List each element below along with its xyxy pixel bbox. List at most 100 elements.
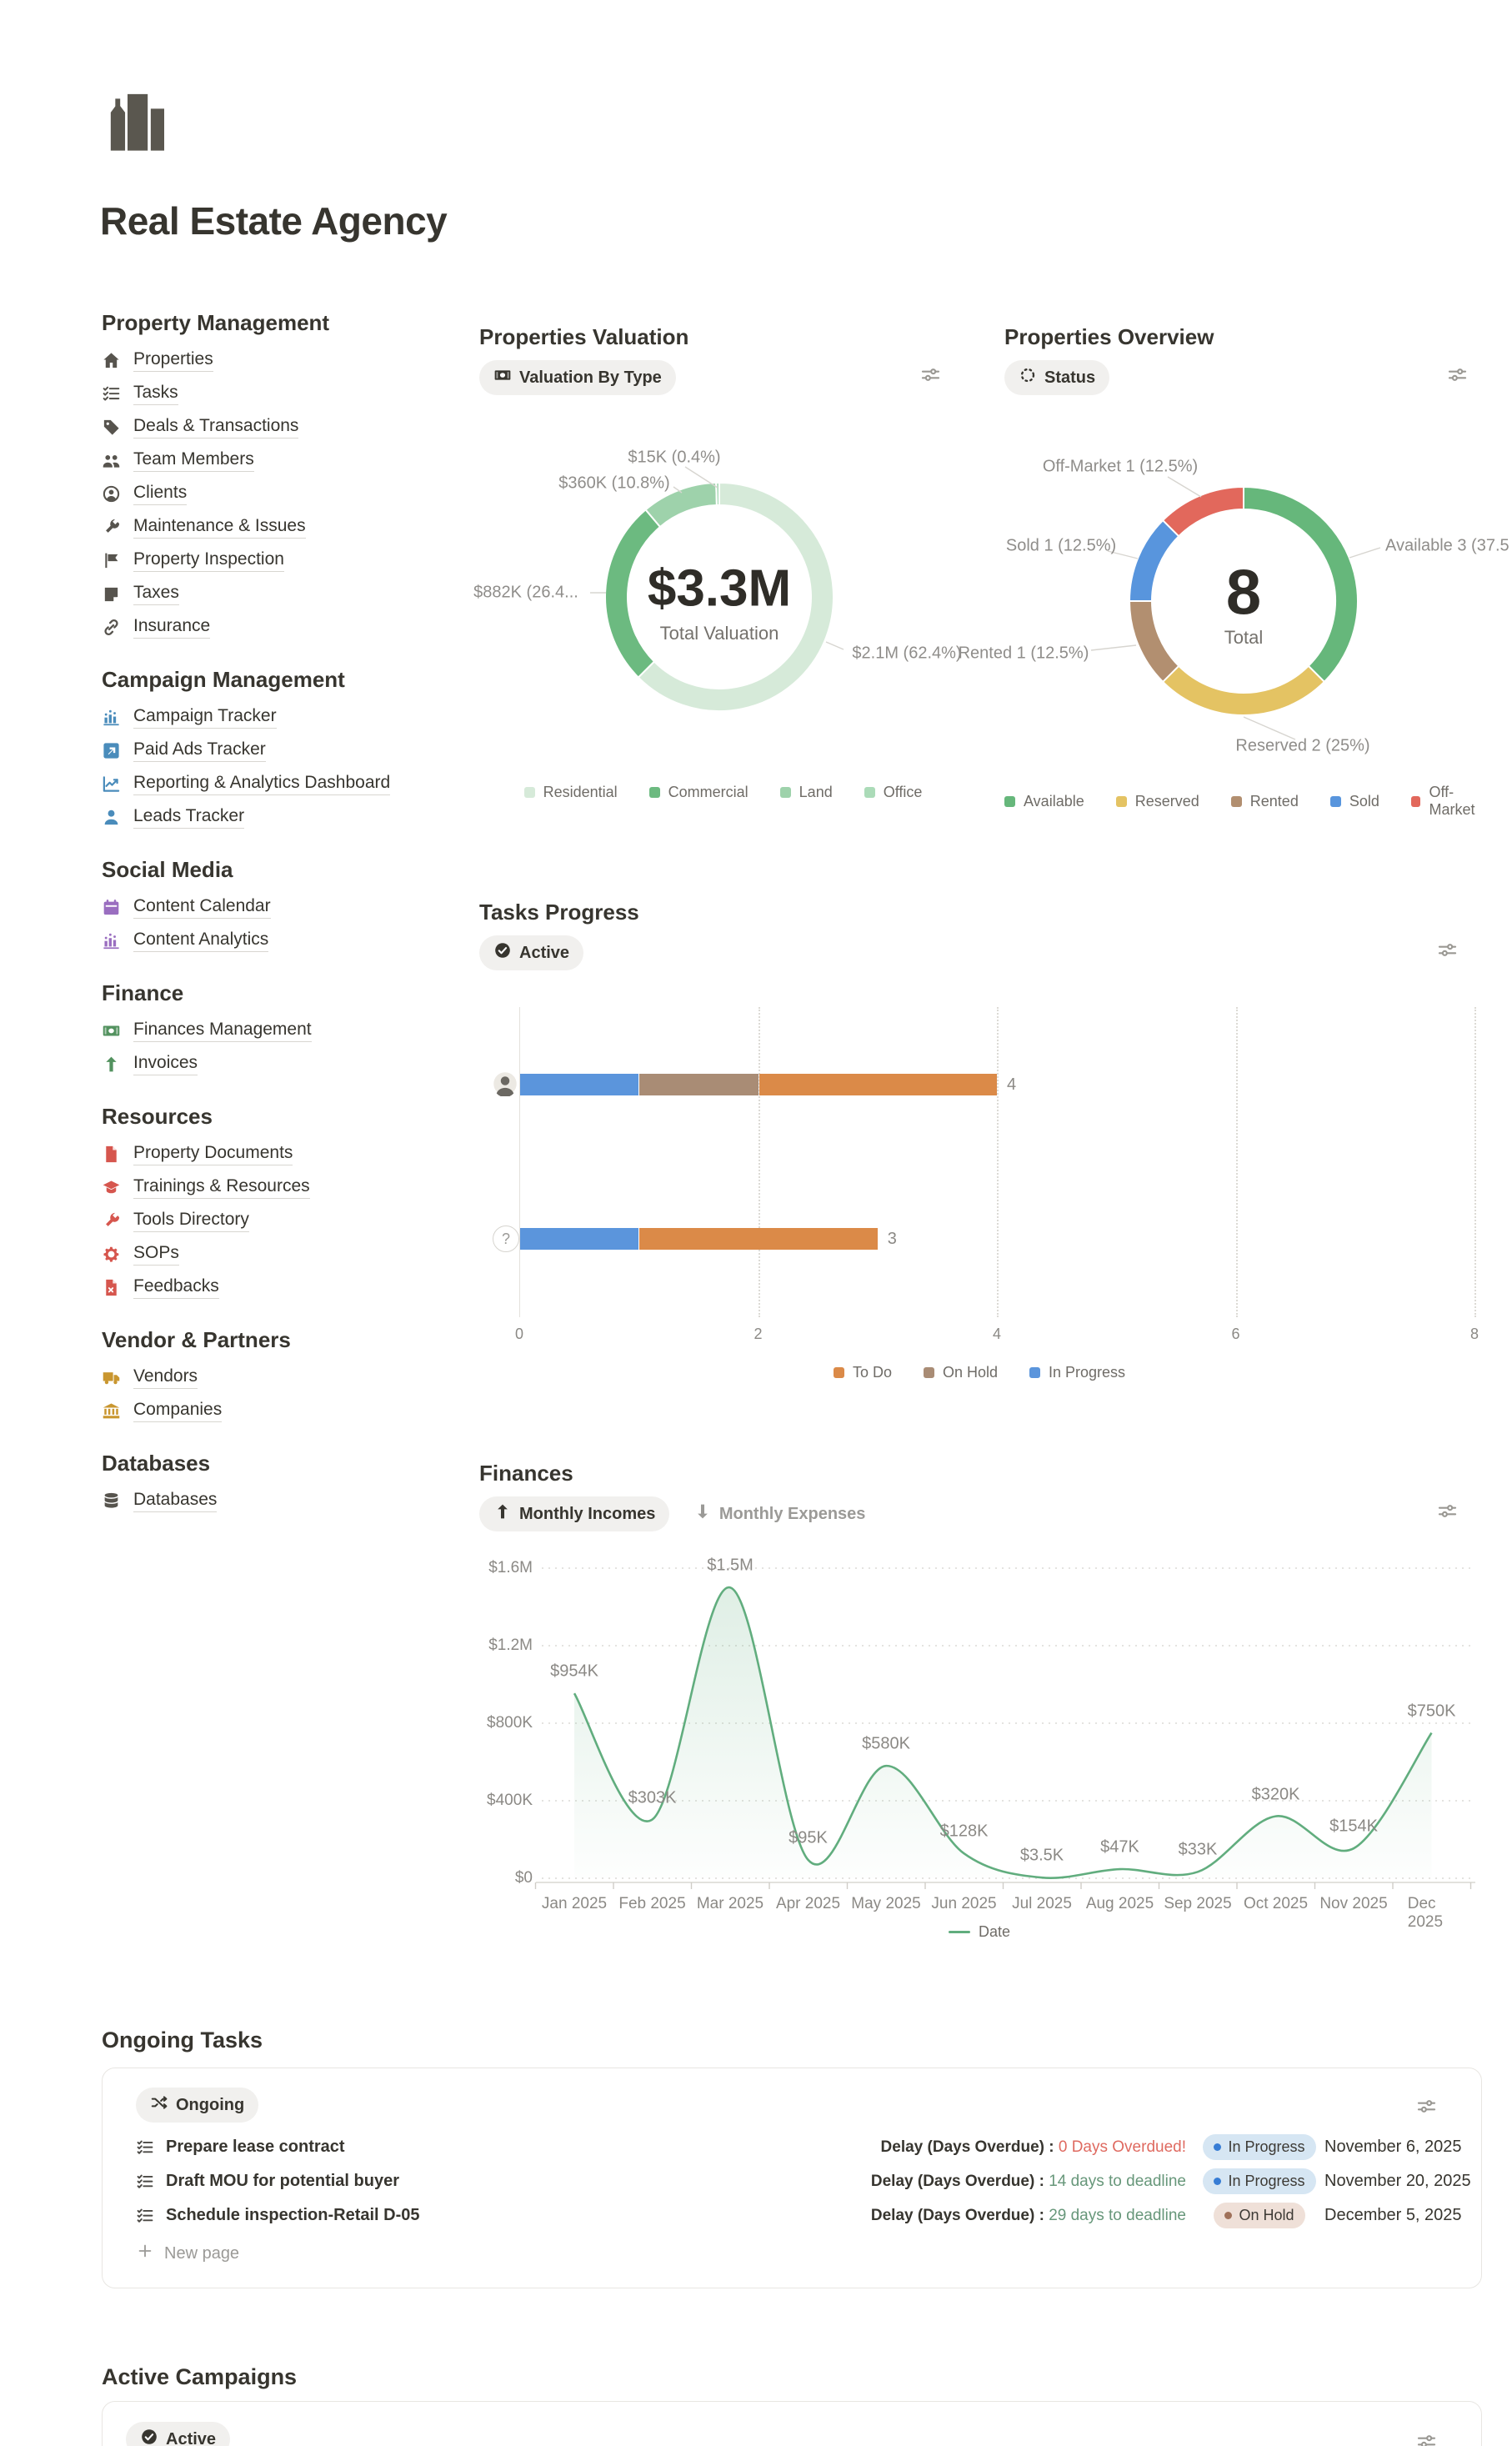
finances-x-tick: Dec 2025 <box>1407 1895 1444 1931</box>
sidebar-item-clients[interactable]: Clients <box>102 477 477 510</box>
tasks-bar-row <box>520 1228 879 1250</box>
tasks-x-tick: 4 <box>992 1326 1002 1342</box>
person-circle-icon <box>103 485 120 502</box>
checklist-icon <box>137 2208 153 2223</box>
task-delay-label: Delay (Days Overdue) : <box>870 2172 1049 2190</box>
finances-area <box>574 1587 1432 1878</box>
sidebar-item-properties[interactable]: Properties <box>102 343 477 377</box>
sliders-icon[interactable] <box>1436 939 1459 965</box>
finances-x-tick: May 2025 <box>851 1895 921 1912</box>
sidebar-item-campaign-tracker[interactable]: Campaign Tracker <box>102 700 477 734</box>
campaigns-filter-button[interactable]: Active <box>126 2422 231 2446</box>
overview-callout-line <box>1349 547 1381 559</box>
finances-line <box>573 1586 1433 1879</box>
sidebar-section-title: Campaign Management <box>102 667 345 692</box>
sidebar-item-property-inspection[interactable]: Property Inspection <box>102 544 477 577</box>
tasks-filter-button[interactable]: Active <box>479 935 584 970</box>
sidebar-item-invoices[interactable]: Invoices <box>102 1047 477 1080</box>
overview-filter-button[interactable]: Status <box>1004 360 1110 395</box>
legend-swatch <box>1230 795 1242 807</box>
overview-slice-rented <box>1128 600 1180 684</box>
valuation-legend-residential: Residential <box>523 784 618 801</box>
sidebar-item-leads-tracker[interactable]: Leads Tracker <box>102 800 477 834</box>
checklist-icon <box>103 386 120 401</box>
sidebar-item-tasks[interactable]: Tasks <box>102 377 477 410</box>
sidebar-item-insurance[interactable]: Insurance <box>102 610 477 644</box>
ongoing-filter-button[interactable]: Ongoing <box>136 2088 259 2123</box>
overview-legend-reserved: Reserved <box>1115 793 1199 810</box>
sidebar-section-resources: Resources Property Documents Trainings & R… <box>102 1100 477 1304</box>
task-name: Draft MOU for potential buyer <box>166 2172 400 2190</box>
bar-chart-icon <box>103 709 119 725</box>
sidebar-item-tools-directory[interactable]: Tools Directory <box>102 1204 477 1237</box>
ongoing-task-row[interactable]: Draft MOU for potential buyer Delay (Days… <box>136 2164 1471 2198</box>
monthly-incomes-tab[interactable]: Monthly Incomes <box>479 1496 670 1531</box>
legend-label: Office <box>883 784 923 800</box>
ongoing-task-row[interactable]: Schedule inspection-Retail D-05 Delay (Da… <box>136 2198 1462 2233</box>
legend-swatch <box>864 787 875 798</box>
sliders-icon <box>1417 2435 1436 2446</box>
monthly-expenses-tab[interactable]: Monthly Expenses <box>690 1496 869 1531</box>
task-status-box: On Hold <box>1204 2203 1314 2228</box>
shuffle-icon <box>150 2093 168 2117</box>
sidebar-section-title: Finance <box>102 980 184 1005</box>
sidebar-item-label: Databases <box>133 1490 218 1512</box>
sidebar-item-team-members[interactable]: Team Members <box>102 444 477 477</box>
sidebar-item-label: Taxes <box>133 583 179 605</box>
finances-point-label: $47K <box>1100 1837 1139 1857</box>
sidebar-section-campaign-management: Campaign Management Campaign Tracker Paid … <box>102 664 477 834</box>
sidebar-item-label: Campaign Tracker <box>133 706 277 729</box>
sidebar-item-content-calendar[interactable]: Content Calendar <box>102 890 477 924</box>
chart-title-tasks: Tasks Progress <box>479 900 639 925</box>
overview-callout-line <box>1090 644 1137 651</box>
valuation-callout-land: $360K (10.8%) <box>558 474 670 493</box>
sidebar-item-companies[interactable]: Companies <box>102 1394 477 1427</box>
sidebar-item-trainings-resources[interactable]: Trainings & Resources <box>102 1170 477 1204</box>
ongoing-task-row[interactable]: Prepare lease contract Delay (Days Overdu… <box>136 2130 1462 2164</box>
home-icon <box>103 352 119 368</box>
legend-swatch <box>1329 795 1341 807</box>
sidebar-item-content-analytics[interactable]: Content Analytics <box>102 924 477 957</box>
monthly-incomes-label: Monthly Incomes <box>519 1504 656 1523</box>
sidebar-item-label: Feedbacks <box>133 1276 219 1299</box>
finances-point-label: $33K <box>1178 1840 1218 1859</box>
sidebar-item-taxes[interactable]: Taxes <box>102 577 477 610</box>
finances-card: Finances Monthly Incomes Monthly Expense… <box>479 1460 1479 1960</box>
sidebar-item-finances-management[interactable]: Finances Management <box>102 1014 477 1047</box>
sliders-icon[interactable] <box>1415 2095 1438 2122</box>
arrow-up-icon <box>493 1502 512 1526</box>
overview-center-value: 8 <box>1225 557 1262 629</box>
wrench-icon <box>106 1212 120 1226</box>
sliders-icon[interactable] <box>919 363 942 390</box>
sidebar-section-title: Social Media <box>102 857 233 882</box>
sidebar-item-feedbacks[interactable]: Feedbacks <box>102 1271 477 1304</box>
sidebar-section-title: Resources <box>102 1104 213 1129</box>
new-page-button[interactable]: New page <box>136 2242 239 2265</box>
check-circle-icon <box>493 941 512 965</box>
legend-line <box>948 1931 970 1933</box>
ongoing-tasks-card: Ongoing Prepare lease contract Delay (Day… <box>102 2068 1482 2288</box>
sidebar-item-reporting-analytics-dashboard[interactable]: Reporting & Analytics Dashboard <box>102 767 477 800</box>
sliders-icon[interactable] <box>1446 363 1469 390</box>
sidebar-item-property-documents[interactable]: Property Documents <box>102 1137 477 1170</box>
sidebar-item-databases[interactable]: Databases <box>102 1484 477 1517</box>
sidebar-section-title: Property Management <box>102 310 330 335</box>
finances-line-svg <box>534 1567 1475 1889</box>
valuation-filter-button[interactable]: Valuation By Type <box>479 360 676 395</box>
sidebar-item-paid-ads-tracker[interactable]: Paid Ads Tracker <box>102 734 477 767</box>
sidebar-item-maintenance-issues[interactable]: Maintenance & Issues <box>102 510 477 544</box>
valuation-callout-line <box>673 486 683 494</box>
overview-callout-sold: Sold 1 (12.5%) <box>1005 536 1117 555</box>
finances-y-tick: $0 <box>514 1869 533 1887</box>
valuation-callout-line <box>825 641 844 650</box>
status-dot <box>1224 2212 1233 2219</box>
sliders-icon[interactable] <box>1415 2430 1438 2446</box>
sidebar-item-vendors[interactable]: Vendors <box>102 1361 477 1394</box>
sliders-icon[interactable] <box>1436 1500 1459 1526</box>
gear-icon <box>103 1246 119 1262</box>
tasks-bar-segment-to-do <box>639 1228 878 1250</box>
sidebar-item-deals-transactions[interactable]: Deals & Transactions <box>102 410 477 444</box>
ongoing-task-list: Prepare lease contract Delay (Days Overdu… <box>136 2130 1471 2233</box>
sidebar-item-sops[interactable]: SOPs <box>102 1237 477 1271</box>
